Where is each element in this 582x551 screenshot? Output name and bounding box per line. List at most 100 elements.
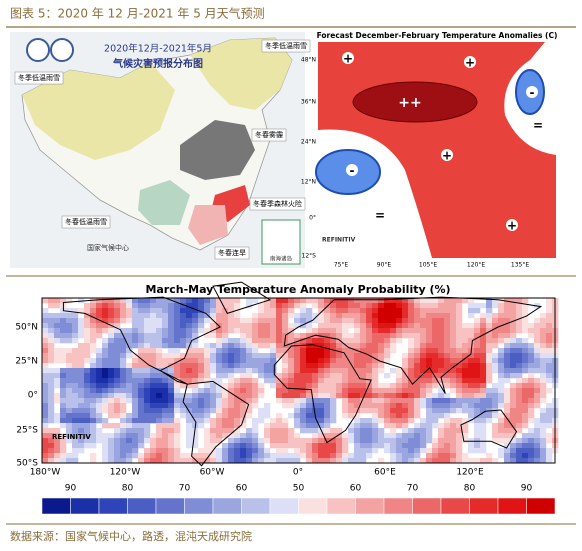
anomaly-cell bbox=[288, 443, 295, 449]
anomaly-cell bbox=[276, 303, 283, 309]
anomaly-cell bbox=[246, 333, 253, 339]
anomaly-cell bbox=[204, 438, 211, 444]
symbol: ++ bbox=[398, 95, 421, 111]
anomaly-cell bbox=[474, 343, 481, 349]
anomaly-cell bbox=[432, 323, 439, 329]
anomaly-cell bbox=[126, 303, 133, 309]
anomaly-cell bbox=[78, 343, 85, 349]
anomaly-cell bbox=[300, 298, 307, 304]
anomaly-cell bbox=[228, 358, 235, 364]
anomaly-cell bbox=[372, 318, 379, 324]
anomaly-cell bbox=[318, 338, 325, 344]
anomaly-cell bbox=[354, 308, 361, 314]
anomaly-cell bbox=[450, 443, 457, 449]
anomaly-cell bbox=[90, 398, 97, 404]
anomaly-cell bbox=[210, 343, 217, 349]
anomaly-cell bbox=[348, 423, 355, 429]
anomaly-cell bbox=[66, 403, 73, 409]
anomaly-cell bbox=[492, 428, 499, 434]
anomaly-cell bbox=[168, 363, 175, 369]
anomaly-cell bbox=[414, 343, 421, 349]
anomaly-cell bbox=[96, 428, 103, 434]
anomaly-cell bbox=[78, 318, 85, 324]
anomaly-cell bbox=[426, 343, 433, 349]
anomaly-cell bbox=[156, 448, 163, 454]
anomaly-cell bbox=[240, 348, 247, 354]
anomaly-cell bbox=[270, 323, 277, 329]
anomaly-cell bbox=[126, 398, 133, 404]
anomaly-cell bbox=[498, 363, 505, 369]
anomaly-cell bbox=[144, 413, 151, 419]
anomaly-cell bbox=[228, 408, 235, 414]
label-box bbox=[251, 128, 287, 142]
anomaly-cell bbox=[162, 453, 169, 459]
anomaly-cell bbox=[408, 363, 415, 369]
anomaly-cell bbox=[300, 408, 307, 414]
anomaly-cell bbox=[360, 418, 367, 424]
legend-label: 70 bbox=[179, 484, 191, 494]
anomaly-cell bbox=[546, 348, 553, 354]
anomaly-cell bbox=[114, 423, 121, 429]
anomaly-cell bbox=[546, 318, 553, 324]
anomaly-cell bbox=[78, 418, 85, 424]
anomaly-cell bbox=[288, 413, 295, 419]
anomaly-cell bbox=[198, 388, 205, 394]
anomaly-cell bbox=[438, 408, 445, 414]
anomaly-cell bbox=[180, 333, 187, 339]
anomaly-cell bbox=[138, 458, 145, 464]
anomaly-cell bbox=[252, 428, 259, 434]
anomaly-cell bbox=[324, 338, 331, 344]
anomaly-cell bbox=[66, 438, 73, 444]
anomaly-cell bbox=[282, 438, 289, 444]
anomaly-cell bbox=[114, 358, 121, 364]
anomaly-cell bbox=[528, 398, 535, 404]
anomaly-cell bbox=[384, 303, 391, 309]
anomaly-cell bbox=[216, 403, 223, 409]
anomaly-cell bbox=[318, 403, 325, 409]
anomaly-cell bbox=[330, 438, 337, 444]
anomaly-cell bbox=[372, 373, 379, 379]
anomaly-cell bbox=[396, 298, 403, 304]
anomaly-cell bbox=[120, 328, 127, 334]
symbol: + bbox=[465, 56, 475, 70]
anomaly-cell bbox=[90, 438, 97, 444]
anomaly-cell bbox=[60, 383, 67, 389]
anomaly-cell bbox=[318, 448, 325, 454]
anomaly-cell bbox=[438, 393, 445, 399]
anomaly-cell bbox=[222, 358, 229, 364]
anomaly-cell bbox=[192, 333, 199, 339]
anomaly-cell bbox=[390, 408, 397, 414]
anomaly-cell bbox=[114, 448, 121, 454]
region-label-text: 冬春低温雨雪 bbox=[65, 217, 107, 226]
anomaly-cell bbox=[522, 418, 529, 424]
anomaly-cell bbox=[234, 423, 241, 429]
anomaly-cell bbox=[462, 428, 469, 434]
anomaly-cell bbox=[60, 318, 67, 324]
anomaly-cell bbox=[54, 313, 61, 319]
anomaly-cell bbox=[54, 338, 61, 344]
anomaly-cell bbox=[372, 433, 379, 439]
anomaly-cell bbox=[162, 323, 169, 329]
anomaly-cell bbox=[330, 433, 337, 439]
anomaly-cell bbox=[84, 343, 91, 349]
anomaly-cell bbox=[60, 348, 67, 354]
anomaly-cell bbox=[432, 453, 439, 459]
x-tick-label: 120°E bbox=[467, 262, 485, 269]
anomaly-cell bbox=[156, 388, 163, 394]
anomaly-cell bbox=[120, 343, 127, 349]
anomaly-cell bbox=[402, 438, 409, 444]
legend-swatch bbox=[98, 497, 128, 515]
anomaly-cell bbox=[42, 388, 49, 394]
anomaly-cell bbox=[510, 448, 517, 454]
map-frame bbox=[41, 297, 556, 464]
anomaly-cell bbox=[396, 373, 403, 379]
anomaly-cell bbox=[486, 338, 493, 344]
anomaly-cell bbox=[60, 393, 67, 399]
anomaly-cell bbox=[240, 448, 247, 454]
anomaly-cell bbox=[180, 453, 187, 459]
anomaly-cell bbox=[138, 313, 145, 319]
anomaly-cell bbox=[150, 418, 157, 424]
anomaly-cell bbox=[108, 383, 115, 389]
anomaly-cell bbox=[456, 303, 463, 309]
anomaly-cell bbox=[528, 328, 535, 334]
